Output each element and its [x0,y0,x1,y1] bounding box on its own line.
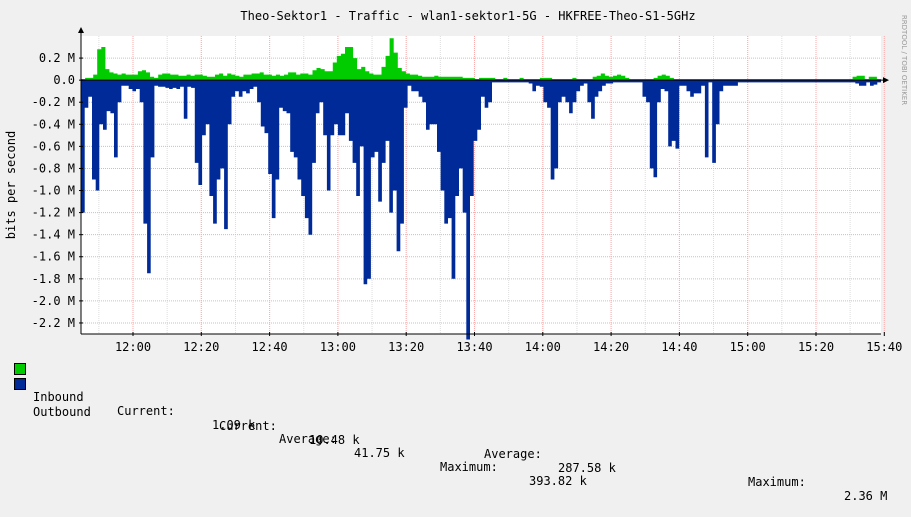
legend-inbound-maximum: 393.82 k [529,474,587,488]
y-tick-label: -0.2 M [32,95,75,109]
y-tick-label: -1.0 M [32,184,75,198]
legend-inbound-average: 41.75 k [354,446,405,460]
y-tick-label: -0.8 M [32,161,75,175]
y-tick-label: -1.8 M [32,272,75,286]
y-tick-label: -1.4 M [32,228,75,242]
y-tick-label: -0.6 M [32,139,75,153]
data-areas [81,38,881,340]
legend-inbound-row: Inbound Current: 1.09 k Average: 41.75 k… [14,362,894,488]
traffic-chart: 0.2 M 0.0 -0.2 M -0.4 M -0.6 M -0.8 M -1.0 M -1… [4,9,908,354]
legend-outbound-row: Outbound Current: 10.48 k Average: 287.5… [14,377,894,503]
legend-outbound-maximum-label: Maximum: [748,475,806,489]
y-tick-label: -2.0 M [32,294,75,308]
y-axis-label: bits per second [4,131,18,239]
x-tick-label: 12:00 [115,340,151,354]
y-tick-label: 0.2 M [39,51,75,65]
x-tick-label: 15:40 [866,340,902,354]
x-tick-label: 12:20 [183,340,219,354]
x-tick-label: 14:40 [661,340,697,354]
inbound-swatch [14,363,26,375]
y-tick-label: 0.0 [53,73,75,87]
x-tick-label: 14:00 [525,340,561,354]
legend-outbound-maximum: 2.36 M [844,489,888,503]
inbound-area [81,38,881,81]
legend-outbound-average-label: Average: [484,447,542,461]
y-tick-label: -2.2 M [32,316,75,330]
x-tick-label: 12:40 [252,340,288,354]
x-tick-label: 15:00 [730,340,766,354]
legend-outbound-average: 287.58 k [558,461,616,475]
chart-title: Theo-Sektor1 - Traffic - wlan1-sektor1-5… [240,9,695,23]
axes [78,27,889,336]
y-tick-label: -0.4 M [32,117,75,131]
y-tick-labels: 0.2 M 0.0 -0.2 M -0.4 M -0.6 M -0.8 M -1.0 M -1… [32,51,75,330]
x-tick-label: 15:20 [798,340,834,354]
y-tick-label: -1.2 M [32,206,75,220]
x-tick-label: 13:40 [456,340,492,354]
x-tick-label: 13:00 [320,340,356,354]
legend-inbound-current-label: Current: [117,404,175,418]
legend-outbound-current: 10.48 k [309,433,360,447]
y-tick-label: -1.6 M [32,250,75,264]
x-tick-label: 14:20 [593,340,629,354]
legend-outbound-name: Outbound [33,405,91,419]
x-tick-labels: 12:00 12:20 12:40 13:00 13:20 13:40 14:00 14:20… [115,340,902,354]
outbound-swatch [14,378,26,390]
x-axis-arrow [883,77,889,84]
legend-inbound-maximum-label: Maximum: [440,460,498,474]
x-tick-label: 13:20 [388,340,424,354]
rrdtool-watermark: RRDTOOL / TOBI OETIKER [900,15,908,105]
legend-outbound-current-label: Current: [219,419,277,433]
y-axis-arrow [78,27,84,33]
